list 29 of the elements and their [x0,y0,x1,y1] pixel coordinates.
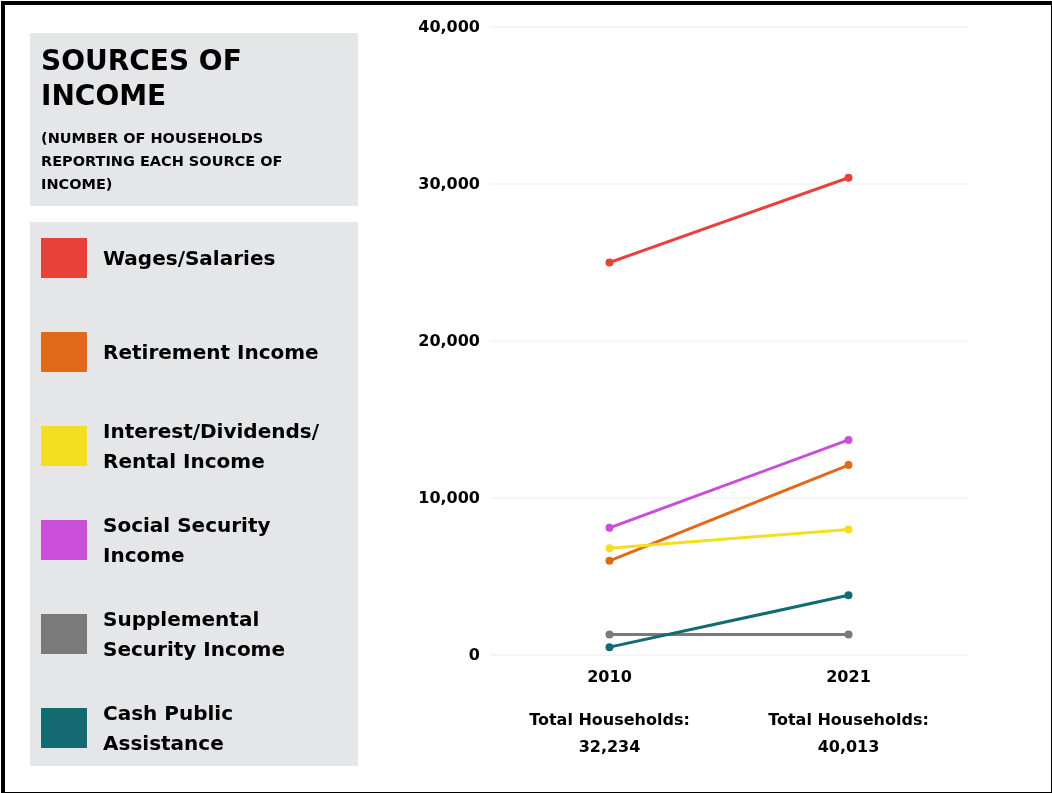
x-tick-label: 2010 [587,667,632,686]
point [844,591,853,600]
y-tick-label: 0 [468,645,480,664]
legend-label: Wages/Salaries [103,246,276,270]
point [605,643,614,652]
point [844,435,853,444]
text: (NUMBER OF HOUSEHOLDS REPORTING EACH SOURCE OF INCOME) [41,130,283,192]
y-tick-label: 30,000 [418,174,480,193]
point [605,556,614,565]
text: Total Households: 40,013 [768,710,929,756]
point [844,630,853,639]
point [605,523,614,532]
text: SOURCES OF INCOME [41,44,242,112]
point [605,258,614,267]
y-tick-label: 40,000 [418,17,480,36]
legend-label: Social Security Income [103,513,271,567]
legend-label: Interest/Dividends/Rental Income [103,419,320,473]
legend-label: Supplemental Security Income [103,607,286,661]
legend-label: Retirement Income [103,340,319,364]
point [605,544,614,553]
legend-label: Cash Public Assistance [103,701,234,755]
y-tick-label: 10,000 [418,488,480,507]
point [844,525,853,534]
text: Total Households: 32,234 [529,710,690,756]
y-tick-label: 20,000 [418,331,480,350]
point [844,173,853,182]
point [605,630,614,639]
point [844,461,853,470]
x-tick-label: 2021 [826,667,871,686]
